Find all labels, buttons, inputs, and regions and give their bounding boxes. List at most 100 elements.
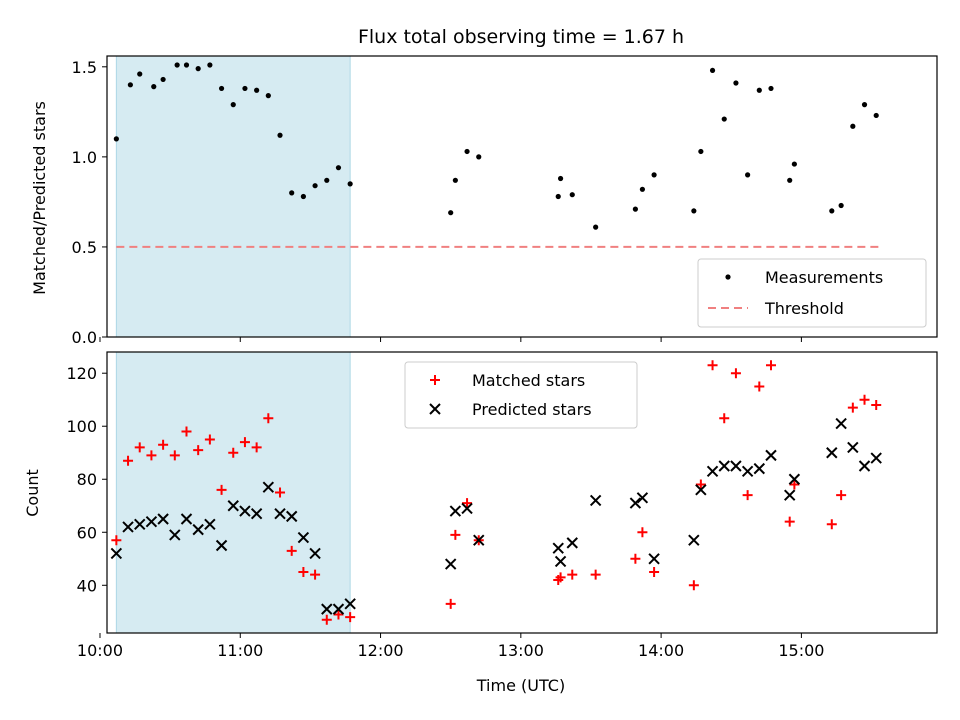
measurement-point [452, 177, 458, 183]
y-tick-label: 60 [77, 523, 97, 542]
measurement-point [791, 161, 797, 167]
predicted-stars-point [192, 523, 204, 536]
measurement-point [861, 102, 868, 108]
predicted-stars-point [826, 447, 838, 459]
matched-stars-point [286, 545, 297, 556]
matched-stars-point [321, 614, 332, 625]
predicted-stars-point [589, 494, 602, 507]
predicted-stars-point [134, 518, 146, 531]
x-tick-label: 11:00 [217, 641, 263, 660]
matched-stars-point [204, 434, 215, 445]
matched-stars-point [123, 455, 134, 466]
predicted-stars-point [695, 484, 707, 496]
measurement-point [838, 202, 844, 209]
measurement-point [183, 62, 190, 68]
predicted-stars-point [449, 505, 462, 517]
predicted-stars-point [552, 542, 564, 554]
measurement-point [230, 102, 236, 108]
predicted-stars-point [554, 555, 567, 568]
predicted-stars-point [157, 513, 169, 525]
measurement-point [218, 85, 225, 92]
measurement-point [733, 80, 739, 86]
ratio-panel: 0.0 0.5 1.0 1.5 Measurements Threshold [72, 55, 938, 347]
predicted-stars-point [788, 473, 801, 485]
measurement-point [639, 186, 646, 192]
matched-stars-point [275, 487, 286, 498]
matched-stars-point [859, 394, 870, 405]
predicted-stars-point [783, 489, 796, 501]
measurement-point [593, 224, 599, 230]
matched-stars-point [871, 400, 882, 411]
predicted-stars-point [629, 497, 642, 509]
measurement-point [691, 208, 697, 214]
predicted-stars-point [706, 465, 719, 477]
matched-stars-point [445, 598, 456, 609]
legend-matched-marker [430, 375, 440, 385]
measurement-point [113, 136, 119, 142]
x-tick-label: 15:00 [778, 641, 824, 660]
legend-measurements-marker [725, 274, 731, 280]
measurement-point [721, 116, 727, 122]
matched-stars-point [826, 519, 837, 530]
predicted-stars-point [332, 603, 345, 615]
predicted-stars-point [461, 502, 473, 515]
measurement-point [632, 206, 638, 212]
matched-stars-point [169, 450, 180, 461]
predicted-stars-point [688, 534, 700, 546]
x-tick-label: 14:00 [638, 641, 684, 660]
matched-stars-point [333, 609, 344, 620]
measurement-point [289, 190, 295, 196]
measurement-point [174, 62, 180, 68]
measurement-point [850, 123, 856, 129]
measurement-point [242, 85, 248, 92]
predicted-stars-point [444, 558, 457, 570]
y-tick-label: 1.5 [72, 58, 97, 77]
predicted-stars-point [321, 603, 333, 615]
matched-stars-point [649, 567, 660, 578]
measurement-point [745, 172, 751, 178]
predicted-stars-point [835, 417, 847, 430]
matched-stars-point [766, 360, 776, 371]
matched-stars-point [590, 569, 601, 580]
x-tick-label: 12:00 [357, 641, 403, 660]
measurement-point [195, 66, 201, 72]
legend-predicted-label: Predicted stars [472, 400, 592, 419]
predicted-stars-point [180, 513, 193, 525]
matched-stars-point [298, 567, 309, 578]
matched-stars-point [836, 490, 847, 501]
matched-stars-point [193, 445, 204, 456]
measurement-point [557, 175, 564, 182]
predicted-stars-point [204, 518, 216, 531]
measurement-point [651, 172, 657, 178]
matched-stars-point [730, 368, 741, 379]
y-tick-label: 100 [66, 417, 97, 436]
matched-stars-point [789, 479, 800, 490]
axes-frame [106, 351, 938, 634]
matched-stars-point [134, 442, 145, 453]
count-y-axis-label: Count [23, 469, 42, 517]
measurement-point [476, 154, 482, 160]
predicted-stars-point [858, 460, 871, 472]
predicted-stars-point [145, 515, 158, 528]
measurement-point [265, 93, 271, 99]
matched-stars-point [555, 572, 566, 583]
predicted-stars-point [309, 547, 321, 560]
y-tick-label: 0.0 [72, 328, 97, 347]
observing-span [115, 55, 351, 338]
axes-frame [106, 55, 938, 338]
measurement-point [448, 210, 454, 216]
predicted-stars-point [566, 537, 578, 549]
measurement-point [300, 193, 306, 200]
matched-stars-point [695, 479, 706, 490]
predicted-stars-point [262, 481, 275, 493]
predicted-stars-point [297, 531, 310, 544]
measurement-point [207, 62, 213, 68]
measurement-point [873, 112, 879, 119]
matched-stars-point [567, 569, 578, 580]
matched-stars-point [310, 569, 321, 580]
legend-box [404, 361, 638, 429]
legend-threshold-label: Threshold [764, 299, 844, 318]
matched-stars-point [688, 580, 699, 591]
predicted-stars-point [648, 553, 660, 565]
predicted-stars-point [344, 598, 356, 610]
